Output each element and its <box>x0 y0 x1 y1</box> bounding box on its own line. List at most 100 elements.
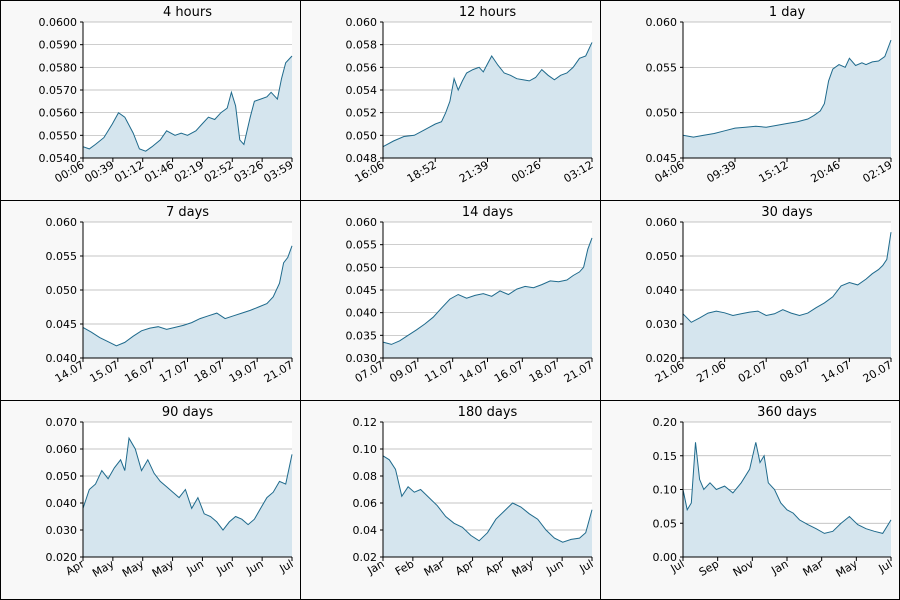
chart-panel: 4 hours 0.0540 0.0550 0.0560 0.0570 0.0580 0.0… <box>0 0 301 201</box>
y-tick-label: 0.10 <box>653 484 678 497</box>
series-line <box>382 42 593 148</box>
y-tick-label: 0.08 <box>353 470 378 483</box>
y-tick-label: 0.030 <box>646 318 678 331</box>
y-tick-label: 0.060 <box>346 216 378 229</box>
y-tick-label: 0.0600 <box>39 16 78 29</box>
y-tick-label: 0.0540 <box>39 152 78 165</box>
y-tick-label: 0.070 <box>46 416 78 429</box>
series-line <box>682 39 892 138</box>
y-tick-label: 0.050 <box>346 261 378 274</box>
y-tick-label: 0.040 <box>46 352 78 365</box>
y-tick-label: 0.20 <box>653 416 678 429</box>
x-tick-label: 17.07 <box>157 358 191 385</box>
y-tick-label: 0.020 <box>46 551 78 564</box>
y-tick-label: 0.12 <box>353 416 378 429</box>
x-tick-label: 11.07 <box>422 358 456 385</box>
y-tick-label: 0.035 <box>346 329 378 342</box>
x-tick-label: 21:39 <box>457 158 491 185</box>
y-tick-label: 0.0590 <box>39 39 78 52</box>
y-tick-label: 0.0570 <box>39 84 78 97</box>
y-tick-label: 0.040 <box>646 284 678 297</box>
x-tick-label: 08.07 <box>778 358 812 385</box>
y-tick-label: 0.056 <box>346 61 378 74</box>
y-tick-label: 0.030 <box>346 352 378 365</box>
chart-title: 4 hours <box>163 5 212 20</box>
y-tick-label: 0.050 <box>646 107 678 120</box>
chart-svg: 12 hours 0.048 0.050 0.052 0.054 0.056 0.058 0.… <box>346 5 596 185</box>
y-tick-label: 0.060 <box>46 216 78 229</box>
y-tick-label: 0.060 <box>346 16 378 29</box>
y-tick-label: 0.020 <box>646 352 678 365</box>
x-tick-label: 02:19 <box>172 158 206 185</box>
chart-panel: 30 days 0.020 0.030 0.040 0.050 0.060 21.06 27.… <box>600 200 900 401</box>
chart-panel: 1 day 0.045 0.050 0.055 0.060 04:06 09:39 15:12… <box>600 0 900 201</box>
y-tick-label: 0.060 <box>46 443 78 456</box>
x-tick-label: 03:59 <box>262 158 296 185</box>
y-tick-label: 0.050 <box>46 470 78 483</box>
y-tick-label: 0.050 <box>46 284 78 297</box>
y-tick-label: 0.15 <box>653 450 678 463</box>
x-tick-label: 01:46 <box>142 158 176 185</box>
y-tick-label: 0.058 <box>346 39 378 52</box>
x-tick-label: 19.07 <box>227 358 261 385</box>
x-tick-label: 02.07 <box>736 358 770 385</box>
y-tick-label: 0.045 <box>646 152 678 165</box>
series-area <box>383 455 592 557</box>
chart-title: 14 days <box>462 205 514 220</box>
x-tick-label: 09.07 <box>388 358 422 385</box>
x-tick-label: 09:39 <box>705 158 739 185</box>
chart-title: 30 days <box>761 205 813 220</box>
chart-svg: 14 days 0.030 0.035 0.040 0.045 0.050 0.055 0.0… <box>346 205 596 385</box>
y-tick-label: 0.055 <box>346 239 378 252</box>
x-tick-label: 18.07 <box>527 358 561 385</box>
x-tick-label: 16.07 <box>122 358 156 385</box>
chart-panel: 180 days 0.02 0.04 0.06 0.08 0.10 0.12 Jan Feb Ma… <box>300 400 601 600</box>
y-tick-label: 0.055 <box>46 250 78 263</box>
y-tick-label: 0.030 <box>46 524 78 537</box>
x-tick-label: 01:12 <box>112 158 146 185</box>
x-tick-label: 15.07 <box>88 358 122 385</box>
series-area <box>683 442 891 557</box>
y-tick-label: 0.0580 <box>39 61 78 74</box>
x-tick-label: 18.07 <box>192 358 226 385</box>
chart-title: 1 day <box>769 5 806 20</box>
x-tick-label: 00:39 <box>82 158 116 185</box>
y-tick-label: 0.060 <box>646 216 678 229</box>
chart-panel: 90 days 0.020 0.030 0.040 0.050 0.060 0.070 Apr… <box>0 400 301 600</box>
x-tick-label: 20.07 <box>861 358 895 385</box>
y-tick-label: 0.0550 <box>39 129 78 142</box>
y-tick-label: 0.050 <box>346 129 378 142</box>
series-area <box>83 438 292 557</box>
x-tick-label: 15:12 <box>757 158 791 185</box>
y-tick-label: 0.040 <box>346 307 378 320</box>
x-tick-label: Jul <box>577 557 596 575</box>
x-tick-label: 03:12 <box>562 158 596 185</box>
x-tick-label: 16.07 <box>492 358 526 385</box>
y-tick-label: 0.054 <box>346 84 378 97</box>
series-line <box>82 55 293 152</box>
series-line <box>82 245 293 347</box>
x-tick-label: 03:26 <box>232 158 266 185</box>
y-tick-label: 0.0560 <box>39 107 78 120</box>
chart-panel: 14 days 0.030 0.035 0.040 0.045 0.050 0.055 0.0… <box>300 200 601 401</box>
y-tick-label: 0.060 <box>646 16 678 29</box>
chart-svg: 4 hours 0.0540 0.0550 0.0560 0.0570 0.0580 0.0… <box>39 5 296 185</box>
x-tick-label: Jul <box>277 557 296 575</box>
x-tick-label: 02:52 <box>202 158 236 185</box>
x-tick-label: Jul <box>876 557 895 575</box>
chart-panel: 12 hours 0.048 0.050 0.052 0.054 0.056 0.058 0.… <box>300 0 601 201</box>
y-tick-label: 0.048 <box>346 152 378 165</box>
x-tick-label: 00:26 <box>509 158 543 185</box>
chart-title: 7 days <box>166 205 209 220</box>
y-tick-label: 0.10 <box>353 443 378 456</box>
series-area <box>383 237 592 358</box>
y-tick-label: 0.05 <box>653 517 678 530</box>
series-line <box>682 442 892 534</box>
y-tick-label: 0.04 <box>353 524 378 537</box>
series-line <box>382 455 593 543</box>
series-area <box>383 42 592 158</box>
